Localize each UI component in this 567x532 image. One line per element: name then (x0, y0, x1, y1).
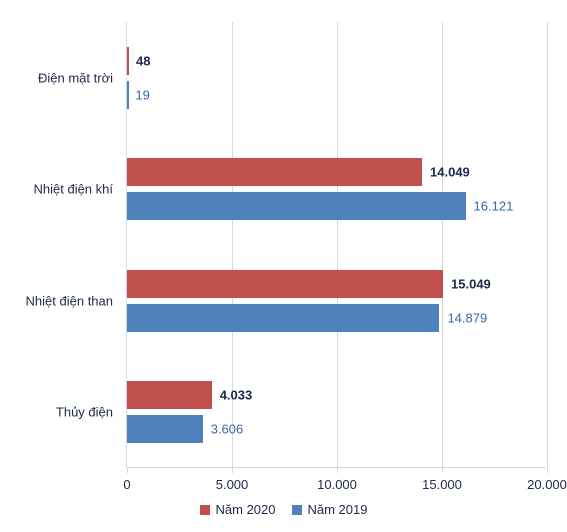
x-tick-mark (442, 467, 443, 473)
legend-label: Năm 2020 (216, 502, 276, 517)
x-tick-label: 15.000 (422, 477, 462, 492)
bar-2019 (127, 415, 203, 443)
bar-value-label: 14.879 (447, 310, 487, 325)
legend-item: Năm 2019 (292, 502, 368, 517)
x-tick-mark (127, 467, 128, 473)
x-tick-mark (337, 467, 338, 473)
bar-2020 (127, 270, 443, 298)
bar-2019 (127, 304, 439, 332)
category-label: Thủy điện (56, 405, 113, 420)
gridline (442, 22, 443, 467)
x-tick-label: 20.000 (527, 477, 567, 492)
legend-label: Năm 2019 (308, 502, 368, 517)
bar-value-label: 48 (136, 53, 150, 68)
legend-swatch (200, 505, 210, 515)
bar-value-label: 4.033 (220, 388, 253, 403)
gridline (547, 22, 548, 467)
legend-swatch (292, 505, 302, 515)
category-label: Nhiệt điện khí (34, 182, 114, 197)
x-tick-label: 10.000 (317, 477, 357, 492)
x-tick-label: 0 (123, 477, 130, 492)
bar-value-label: 19 (135, 87, 149, 102)
category-label: Nhiệt điện than (26, 293, 113, 308)
plot-area: 05.00010.00015.00020.000Điện mặt trời481… (126, 22, 546, 468)
bar-2020 (127, 158, 422, 186)
bar-2020 (127, 381, 212, 409)
bar-value-label: 14.049 (430, 165, 470, 180)
bar-2019 (127, 192, 466, 220)
bar-value-label: 15.049 (451, 276, 491, 291)
category-label: Điện mặt trời (38, 70, 113, 85)
bar-value-label: 16.121 (474, 199, 514, 214)
grouped-horizontal-bar-chart: 0 5.000 10.000 15.000 20.000 Điện mặt trời 48 1… (0, 0, 567, 532)
x-tick-label: 5.000 (216, 477, 249, 492)
x-tick-mark (547, 467, 548, 473)
gridline (337, 22, 338, 467)
bar-2020 (127, 47, 129, 75)
bar-value-label: 3.606 (211, 422, 244, 437)
legend-item: Năm 2020 (200, 502, 276, 517)
bar-2019 (127, 81, 129, 109)
x-tick-mark (232, 467, 233, 473)
legend: Năm 2020 Năm 2019 (0, 502, 567, 517)
